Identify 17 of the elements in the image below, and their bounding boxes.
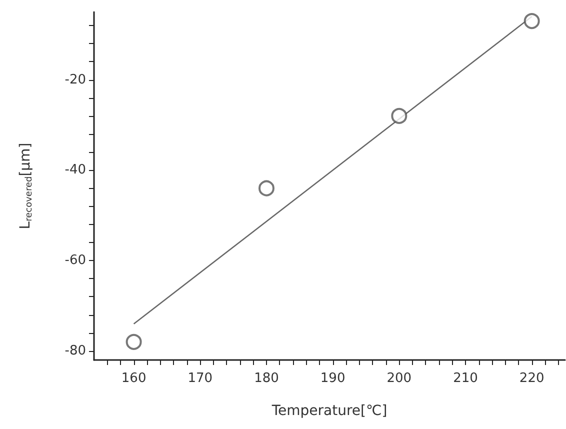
x-tick-label: 220 <box>519 371 544 386</box>
y-tick-label: -40 <box>64 162 86 178</box>
y-tick-label: -60 <box>64 253 86 268</box>
x-tick-label: 200 <box>386 371 412 386</box>
point <box>391 108 408 124</box>
point <box>126 334 142 350</box>
x-tick-label: 170 <box>188 371 213 386</box>
point <box>258 180 274 196</box>
y-tick-label: -20 <box>64 72 86 88</box>
x-tick-label: 210 <box>453 371 478 386</box>
x-tick-label: 180 <box>254 371 279 386</box>
y-axis-title: Lrecovered[μm] <box>18 142 34 230</box>
point <box>524 13 540 30</box>
x-tick-label: 160 <box>121 371 146 386</box>
x-axis-title: Temperature[℃] <box>270 403 388 419</box>
x-tick-label: 190 <box>320 371 346 386</box>
y-tick-label: -80 <box>64 343 86 358</box>
